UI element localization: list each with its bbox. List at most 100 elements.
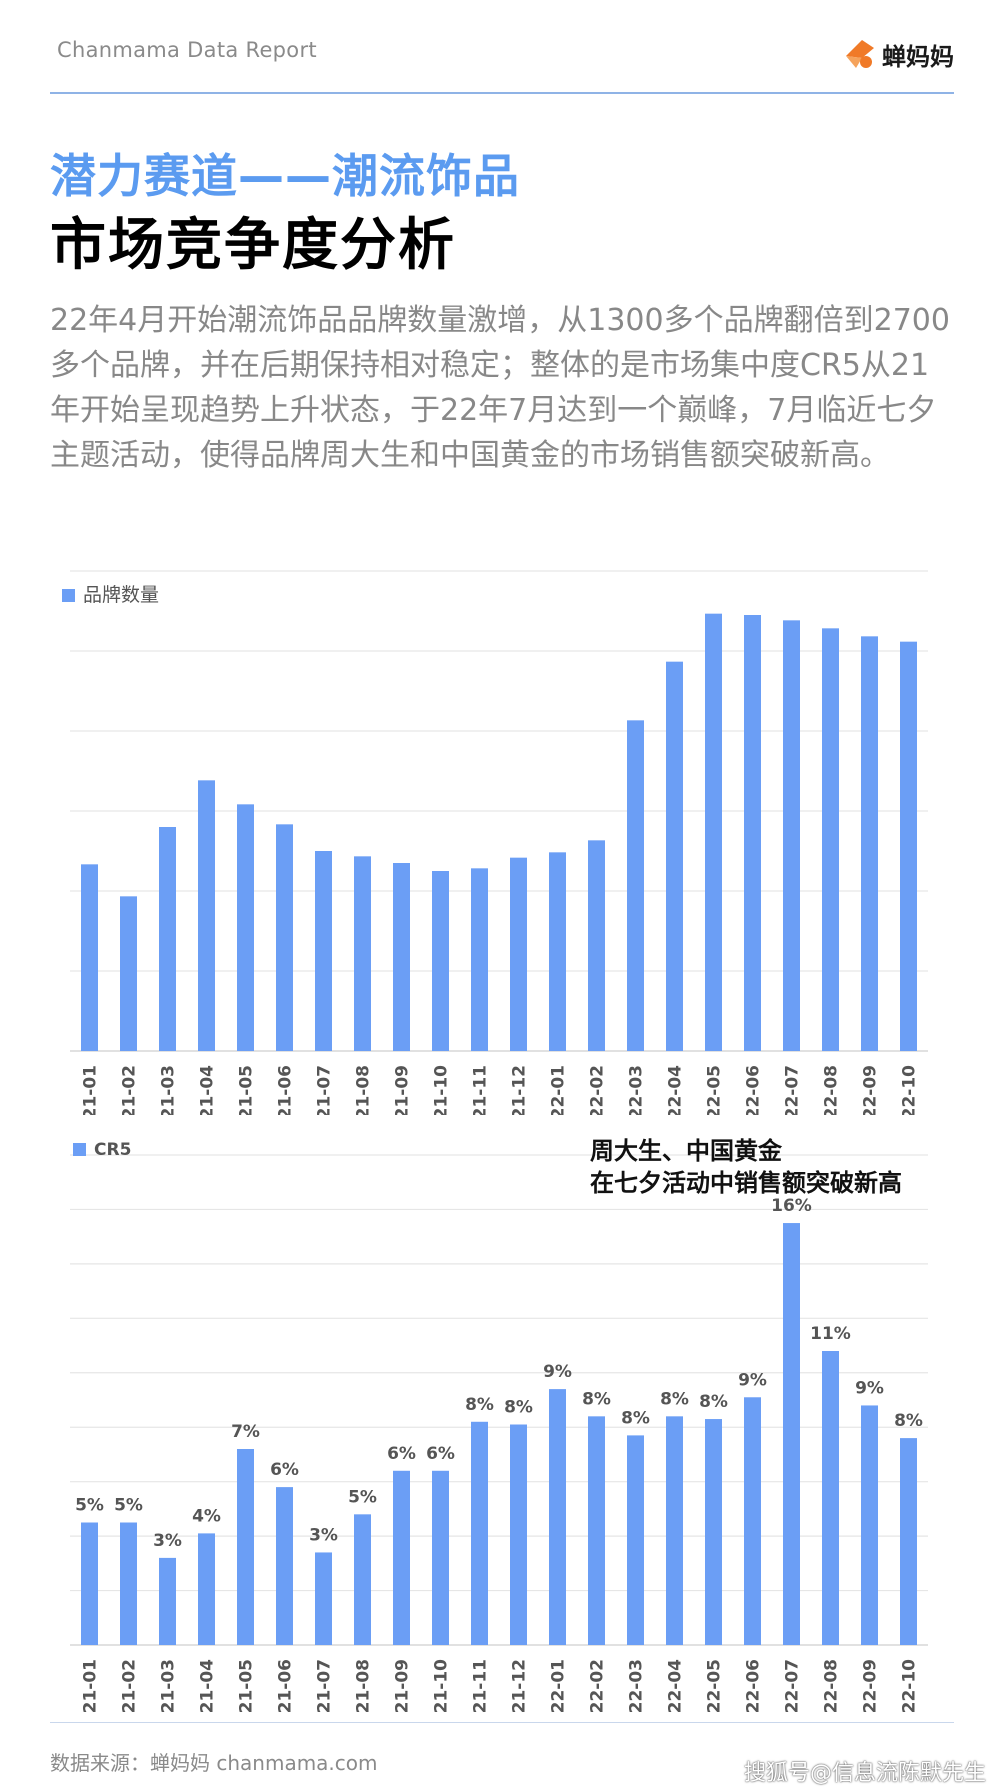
x-tick-label: 22-06 [744,1659,764,1713]
data-label: 8% [699,1392,728,1412]
x-tick-label: 22-09 [861,1065,881,1115]
bar [822,628,839,1051]
legend-label: 品牌数量 [83,584,159,606]
bar [744,615,761,1051]
bar [510,857,527,1051]
bar [822,1351,839,1645]
legend-swatch [73,1143,86,1156]
data-label: 6% [426,1444,455,1464]
x-tick-label: 21-02 [120,1065,140,1115]
header-divider [50,92,954,94]
bar [861,636,878,1051]
chanmama-logo-icon [846,40,874,68]
bar [237,1449,254,1645]
x-tick-label: 21-12 [510,1659,530,1713]
x-tick-label: 21-06 [276,1065,296,1115]
x-tick-label: 21-11 [471,1659,491,1713]
footer-divider [50,1722,954,1723]
bar [705,613,722,1051]
legend: 品牌数量 [62,584,159,606]
x-tick-label: 22-03 [627,1659,647,1713]
x-tick-label: 22-10 [900,1065,920,1115]
data-label: 5% [348,1487,377,1507]
data-label: 9% [543,1362,572,1382]
bar [276,1487,293,1645]
data-label: 8% [504,1398,533,1418]
legend-swatch [62,589,75,602]
x-tick-label: 22-06 [744,1065,764,1115]
x-tick-label: 21-04 [198,1065,218,1115]
data-label: 5% [114,1496,143,1516]
report-header: Chanmama Data Report 蝉妈妈 [50,0,954,94]
x-tick-label: 21-04 [198,1659,218,1714]
x-tick-label: 21-03 [159,1659,179,1713]
bar [705,1419,722,1645]
bar [354,856,371,1051]
data-label: 3% [309,1525,338,1545]
bar [588,1416,605,1645]
bar [393,863,410,1051]
bar [744,1397,761,1645]
x-tick-label: 22-08 [822,1659,842,1713]
x-tick-label: 21-07 [315,1659,335,1713]
x-tick-label: 21-08 [354,1065,374,1115]
x-tick-label: 22-08 [822,1065,842,1115]
bar [900,641,917,1051]
bar [471,1421,488,1645]
bar [666,1416,683,1645]
annotation-line: 周大生、中国黄金 [590,1137,783,1165]
x-tick-label: 22-01 [549,1659,569,1713]
bar [276,824,293,1051]
bar [861,1405,878,1645]
cr5-chart-svg: CR5 5% 21-01 5% 21-02 3% 21-03 4% 21-04 7% 21-05 6%… [70,1137,928,1714]
bar [510,1424,527,1645]
data-label: 8% [660,1389,689,1409]
bar [393,1470,410,1645]
brand-count-chart: 品牌数量 21-01 21-02 21-03 21-04 21-05 21-06 21-07 2… [0,555,1006,1115]
data-label: 9% [738,1370,767,1390]
data-label: 11% [810,1324,851,1344]
bar [432,871,449,1051]
x-tick-label: 22-07 [783,1659,803,1713]
bar [471,868,488,1051]
x-tick-label: 21-10 [432,1659,452,1714]
data-label: 5% [75,1496,104,1516]
data-label: 8% [465,1395,494,1415]
data-label: 3% [153,1531,182,1551]
data-label: 6% [270,1460,299,1480]
brand-name: 蝉妈妈 [882,42,954,71]
x-tick-label: 22-05 [705,1659,725,1713]
x-tick-label: 22-01 [549,1065,569,1115]
x-tick-label: 21-11 [471,1065,491,1115]
data-label: 8% [894,1411,923,1431]
bar [900,1438,917,1645]
title-line-2: 市场竞争度分析 [50,213,456,278]
bar [198,780,215,1051]
x-tick-label: 22-05 [705,1065,725,1115]
data-label: 8% [582,1389,611,1409]
cr5-chart: CR5 5% 21-01 5% 21-02 3% 21-03 4% 21-04 7% 21-05 6%… [0,1125,1006,1715]
data-label: 6% [387,1444,416,1464]
data-label: 16% [771,1196,812,1216]
bar [198,1533,215,1645]
bar [120,896,137,1051]
x-tick-label: 22-10 [900,1659,920,1714]
x-tick-label: 21-05 [237,1659,257,1713]
watermark: 搜狐号@信息流陈默先生 [743,1761,986,1786]
bar [159,827,176,1051]
data-label: 8% [621,1408,650,1428]
bar [81,1522,98,1645]
x-tick-label: 21-10 [432,1065,452,1115]
data-label: 9% [855,1378,884,1398]
bar [783,1223,800,1645]
bar [432,1470,449,1645]
x-tick-label: 21-12 [510,1065,530,1115]
x-tick-label: 21-09 [393,1065,413,1115]
x-tick-label: 21-07 [315,1065,335,1115]
legend: CR5 [73,1140,131,1160]
x-tick-label: 22-02 [588,1065,608,1115]
annotation-line: 在七夕活动中销售额突破新高 [590,1169,902,1197]
data-source: 数据来源：蝉妈妈 chanmama.com [50,1751,378,1775]
x-tick-label: 22-04 [666,1659,686,1714]
x-tick-label: 22-04 [666,1065,686,1115]
